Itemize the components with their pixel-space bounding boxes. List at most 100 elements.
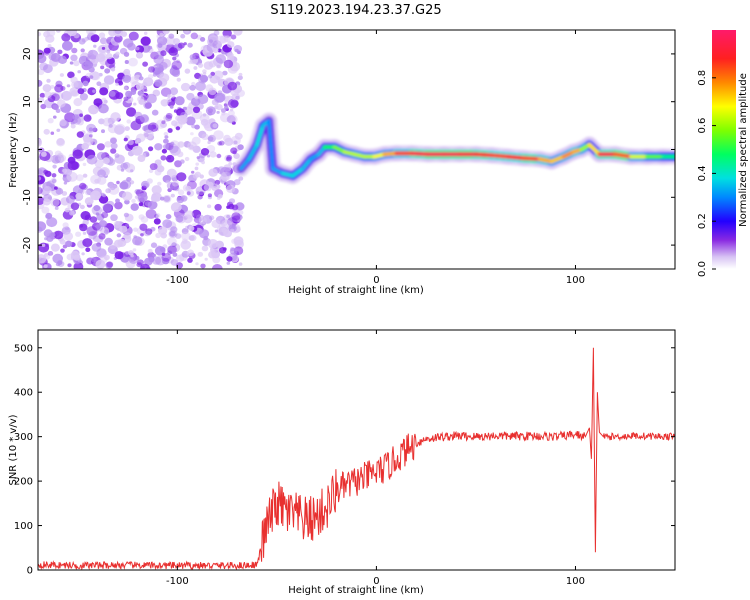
noise-speck xyxy=(208,39,213,44)
noise-speck xyxy=(190,132,194,136)
noise-speck xyxy=(91,71,101,81)
noise-speck xyxy=(106,261,114,268)
noise-speck xyxy=(84,197,94,206)
spectrogram-y-tick-label: 10 xyxy=(22,95,33,108)
noise-speck xyxy=(70,250,80,259)
noise-speck xyxy=(186,191,191,196)
snr-x-tick-label: 100 xyxy=(566,576,585,587)
noise-speck xyxy=(233,30,243,36)
noise-speck xyxy=(67,263,72,268)
noise-speck xyxy=(122,74,132,83)
noise-speck xyxy=(126,107,137,117)
track-core-segment xyxy=(254,123,265,147)
noise-speck xyxy=(137,154,146,162)
noise-speck xyxy=(124,143,133,152)
noise-speck xyxy=(43,50,50,56)
noise-speck xyxy=(143,101,152,110)
noise-speck xyxy=(204,45,212,53)
spectrogram-y-ticks: -20 -10 0 10 20 xyxy=(22,48,675,253)
noise-speck xyxy=(181,238,188,244)
track-core-segment xyxy=(300,157,313,171)
noise-speck xyxy=(222,247,227,251)
noise-speck xyxy=(150,194,159,202)
noise-speck xyxy=(157,66,164,73)
noise-speck xyxy=(207,239,219,249)
noise-speck xyxy=(108,30,117,37)
noise-speck xyxy=(192,106,201,114)
noise-speck xyxy=(114,201,123,210)
noise-speck xyxy=(135,46,140,51)
noise-speck xyxy=(70,76,78,84)
noise-speck xyxy=(134,140,139,144)
noise-speck xyxy=(179,159,185,164)
noise-speck xyxy=(110,214,118,222)
noise-speck xyxy=(126,119,131,124)
noise-speck xyxy=(212,256,221,264)
noise-speck xyxy=(199,74,209,83)
noise-speck xyxy=(38,169,43,175)
noise-speck xyxy=(189,84,196,91)
noise-speck xyxy=(46,78,51,83)
noise-speck xyxy=(150,242,158,248)
noise-speck xyxy=(79,204,85,210)
noise-speck xyxy=(173,186,180,192)
noise-speck xyxy=(114,34,123,43)
snr-panel: -100 0 100 0 100 200 300 400 500 Height of stra… xyxy=(8,329,676,596)
noise-speck xyxy=(172,252,178,257)
noise-speck xyxy=(197,94,209,105)
snr-series-line xyxy=(38,347,675,570)
noise-speck xyxy=(46,235,54,242)
noise-speck xyxy=(38,196,45,205)
noise-speck xyxy=(164,135,169,139)
noise-speck xyxy=(103,75,115,85)
noise-speck xyxy=(227,81,238,91)
noise-speck xyxy=(131,145,143,156)
noise-speck xyxy=(168,33,175,39)
noise-speck xyxy=(95,212,100,216)
noise-speck xyxy=(103,254,110,261)
noise-speck xyxy=(142,61,149,67)
colorbar-ticks: 0.0 0.2 0.4 0.6 0.8 xyxy=(697,70,716,277)
noise-speck xyxy=(230,34,237,40)
noise-speck xyxy=(123,137,128,142)
noise-speck xyxy=(97,176,107,185)
noise-speck xyxy=(194,171,201,178)
noise-speck xyxy=(87,49,99,60)
noise-speck xyxy=(231,212,241,221)
noise-speck xyxy=(236,89,245,97)
noise-speck xyxy=(176,77,181,82)
noise-speck xyxy=(160,196,165,201)
noise-speck xyxy=(86,257,94,265)
noise-speck xyxy=(200,45,210,54)
noise-speck xyxy=(101,46,106,50)
noise-speck xyxy=(114,251,124,260)
noise-speck xyxy=(160,50,167,57)
noise-speck xyxy=(234,48,239,53)
noise-speck xyxy=(214,183,218,187)
noise-speck xyxy=(230,99,239,108)
noise-speck xyxy=(167,245,177,254)
noise-speck xyxy=(132,236,143,246)
noise-speck xyxy=(104,68,111,74)
noise-speck xyxy=(97,169,106,178)
noise-speck xyxy=(56,128,61,132)
noise-speck xyxy=(58,154,67,162)
noise-speck xyxy=(73,32,80,39)
noise-speck xyxy=(208,168,218,177)
noise-speck xyxy=(197,251,204,257)
noise-speck xyxy=(226,154,233,161)
noise-speck xyxy=(188,60,193,65)
noise-speck xyxy=(213,70,224,80)
noise-speck xyxy=(145,153,150,157)
noise-speck xyxy=(173,38,180,45)
noise-speck xyxy=(200,118,209,126)
noise-speck xyxy=(196,191,201,195)
noise-speck xyxy=(43,31,51,38)
noise-speck xyxy=(70,90,78,96)
noise-speck xyxy=(114,30,122,35)
noise-speck xyxy=(46,217,58,228)
noise-speck xyxy=(208,60,217,68)
noise-speck xyxy=(110,67,116,72)
noise-speck xyxy=(159,247,166,253)
noise-speck xyxy=(165,114,173,121)
